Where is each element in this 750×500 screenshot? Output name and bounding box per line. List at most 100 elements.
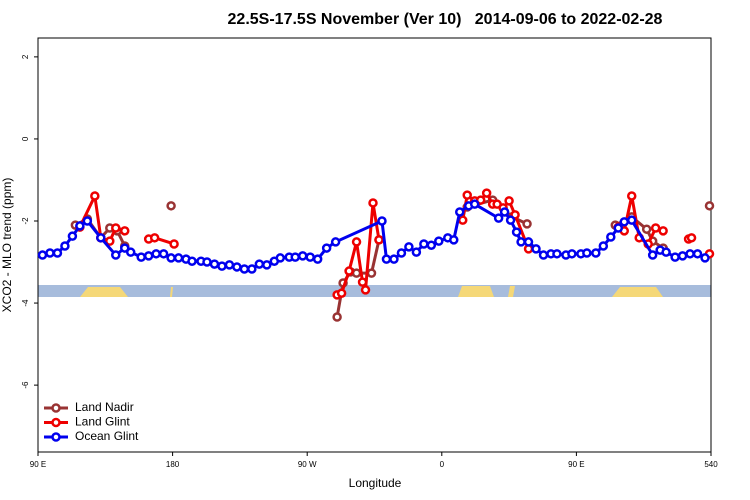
data-point	[119, 243, 130, 253]
data-point	[641, 224, 652, 234]
y-tick-label: -4	[21, 299, 30, 307]
data-point	[626, 191, 637, 201]
plot-frame	[37, 37, 712, 453]
data-point	[338, 278, 348, 288]
data-point	[232, 262, 242, 272]
data-point	[254, 259, 265, 269]
data-point	[158, 249, 169, 259]
data-point	[692, 249, 703, 259]
data-point	[516, 237, 526, 247]
x-tick-label: 90 E	[30, 460, 46, 469]
data-point	[457, 215, 468, 225]
legend-label: Land Nadir	[75, 400, 134, 414]
data-point	[45, 248, 55, 258]
data-point	[332, 312, 342, 322]
data-point	[305, 252, 315, 262]
x-tick-label: 540	[704, 460, 718, 469]
chart-title: 22.5S-17.5S November (Ver 10) 2014-09-06…	[228, 11, 663, 28]
data-point	[351, 237, 362, 247]
data-point	[239, 264, 250, 274]
x-tick-label: 180	[166, 460, 180, 469]
data-point	[60, 241, 70, 251]
data-point	[136, 252, 146, 262]
data-point	[368, 198, 378, 208]
legend-label: Ocean Glint	[75, 429, 139, 443]
data-point	[187, 256, 197, 266]
data-point	[598, 241, 609, 251]
data-point	[591, 248, 601, 258]
data-point	[90, 191, 100, 201]
data-point	[389, 254, 399, 264]
data-point	[686, 233, 697, 243]
data-point	[111, 223, 121, 233]
data-point	[493, 213, 504, 223]
data-point	[523, 237, 534, 247]
x-tick-label: 90 E	[568, 460, 584, 469]
data-point	[366, 268, 377, 278]
data-point	[37, 250, 48, 260]
data-point	[658, 226, 668, 236]
data-point	[522, 219, 532, 229]
data-point	[336, 288, 347, 298]
data-point	[700, 253, 710, 263]
data-point	[481, 188, 492, 198]
data-point	[321, 243, 332, 253]
data-point	[619, 217, 630, 227]
data-point	[677, 251, 688, 261]
data-point	[552, 249, 562, 259]
legend-marker	[51, 417, 61, 428]
data-point	[166, 253, 176, 263]
data-point	[449, 235, 459, 245]
data-point	[217, 261, 227, 271]
data-point	[650, 223, 661, 233]
data-point	[330, 237, 341, 247]
data-point	[377, 216, 387, 226]
data-point	[209, 259, 220, 269]
data-point	[111, 250, 121, 260]
x-tick-label: 90 W	[298, 460, 317, 469]
data-point	[404, 242, 414, 252]
data-point	[661, 247, 671, 257]
data-point	[360, 285, 371, 295]
ocean-strip	[38, 285, 711, 297]
data-point	[685, 249, 695, 259]
data-point	[531, 244, 541, 254]
data-point	[426, 240, 437, 250]
data-point	[143, 251, 154, 261]
data-point	[149, 233, 160, 243]
y-axis-label: XCO2 - MLO trend (ppm)	[0, 178, 14, 313]
data-point	[381, 254, 392, 264]
x-axis-label: Longitude	[349, 476, 402, 490]
data-point	[351, 268, 362, 278]
data-point	[169, 239, 179, 249]
data-point	[119, 226, 130, 236]
data-point	[567, 249, 577, 259]
data-point	[396, 248, 407, 258]
data-point	[504, 196, 514, 206]
legend-label: Land Glint	[75, 415, 130, 429]
data-point	[312, 254, 323, 264]
data-point	[202, 257, 212, 267]
data-point	[52, 248, 63, 258]
data-point	[151, 249, 161, 259]
data-point	[262, 260, 272, 270]
data-point	[374, 235, 384, 245]
data-point	[469, 199, 480, 209]
data-point	[582, 248, 592, 258]
data-point	[105, 236, 115, 246]
data-point	[505, 215, 516, 225]
data-point	[606, 232, 616, 242]
data-point	[670, 252, 680, 262]
data-point	[297, 251, 308, 261]
data-point	[462, 190, 472, 200]
data-point	[82, 216, 93, 226]
data-point	[357, 277, 368, 287]
data-point	[411, 247, 422, 257]
y-tick-label: 2	[21, 54, 30, 59]
data-point	[290, 252, 300, 262]
data-point	[704, 201, 715, 211]
data-point	[275, 253, 286, 263]
data-point	[67, 231, 78, 241]
legend-marker	[51, 432, 61, 442]
